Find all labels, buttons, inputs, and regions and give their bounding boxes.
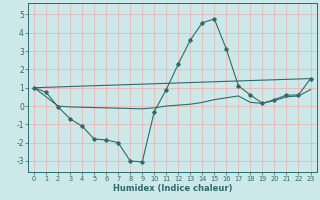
- X-axis label: Humidex (Indice chaleur): Humidex (Indice chaleur): [113, 184, 232, 193]
